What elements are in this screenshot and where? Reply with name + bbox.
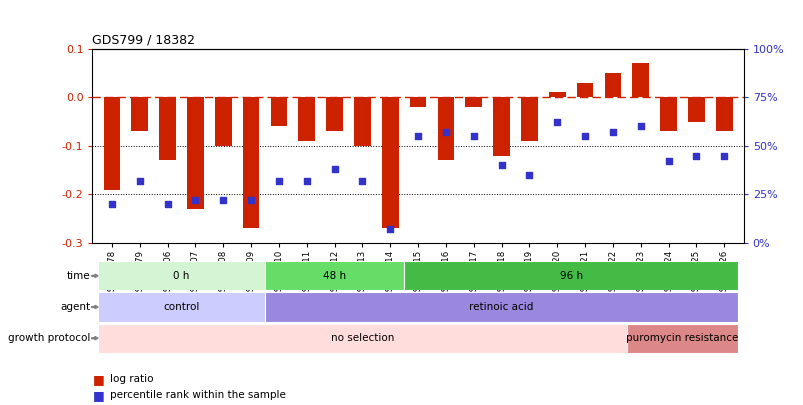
Bar [265, 292, 737, 322]
Bar [410, 97, 426, 107]
Bar [520, 97, 537, 141]
Text: no selection: no selection [330, 333, 393, 343]
Text: 0 h: 0 h [173, 271, 190, 281]
Bar [187, 97, 203, 209]
Bar [576, 83, 593, 97]
Point [244, 197, 257, 203]
Point [717, 152, 730, 159]
Point [328, 166, 340, 173]
Point [300, 177, 313, 184]
Bar [687, 97, 704, 122]
Point [411, 133, 424, 139]
Point [634, 123, 646, 130]
Point [550, 119, 563, 126]
Bar [298, 97, 315, 141]
Text: growth protocol: growth protocol [8, 333, 90, 343]
Point [605, 129, 618, 135]
Text: time: time [67, 271, 90, 281]
Bar [353, 97, 370, 146]
Bar [404, 261, 737, 290]
Bar [326, 97, 343, 131]
Bar [465, 97, 482, 107]
Bar [271, 97, 287, 126]
Bar [214, 97, 231, 146]
Bar [626, 324, 737, 353]
Text: 96 h: 96 h [559, 271, 582, 281]
Bar [604, 73, 621, 97]
Point [161, 201, 173, 207]
Bar [243, 97, 259, 228]
Point [522, 172, 535, 178]
Text: ■: ■ [92, 389, 104, 402]
Bar [659, 97, 676, 131]
Point [356, 177, 369, 184]
Text: agent: agent [60, 302, 90, 312]
Point [495, 162, 507, 168]
Bar [104, 97, 120, 190]
Bar [131, 97, 148, 131]
Bar [159, 97, 176, 160]
Point [105, 201, 118, 207]
Bar [98, 261, 265, 290]
Text: percentile rank within the sample: percentile rank within the sample [110, 390, 286, 400]
Point [133, 177, 146, 184]
Point [467, 133, 479, 139]
Point [272, 177, 285, 184]
Point [217, 197, 230, 203]
Bar [98, 324, 626, 353]
Point [383, 226, 396, 232]
Point [578, 133, 591, 139]
Bar [548, 92, 565, 97]
Text: retinoic acid: retinoic acid [469, 302, 533, 312]
Text: ■: ■ [92, 373, 104, 386]
Bar [632, 63, 648, 97]
Point [689, 152, 702, 159]
Text: control: control [163, 302, 199, 312]
Text: GDS799 / 18382: GDS799 / 18382 [92, 33, 195, 46]
Bar [381, 97, 398, 228]
Bar [437, 97, 454, 160]
Text: log ratio: log ratio [110, 374, 153, 384]
Bar [265, 261, 404, 290]
Bar [98, 292, 265, 322]
Point [439, 129, 452, 135]
Text: 48 h: 48 h [323, 271, 346, 281]
Point [189, 197, 202, 203]
Bar [715, 97, 732, 131]
Bar [492, 97, 509, 156]
Text: puromycin resistance: puromycin resistance [626, 333, 738, 343]
Point [662, 158, 675, 164]
